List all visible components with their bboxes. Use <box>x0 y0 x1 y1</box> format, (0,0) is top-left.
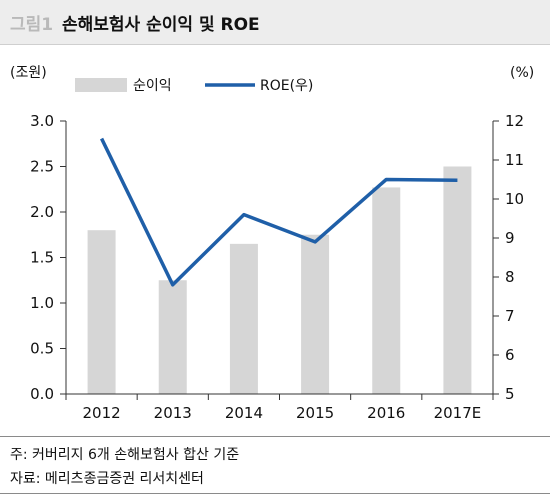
bar-2014 <box>229 243 258 394</box>
right-tick-label: 8 <box>505 268 515 286</box>
right-axis-ticks: 5 6 7 8 9 10 11 12 <box>493 112 524 403</box>
left-tick-label: 1.0 <box>30 294 54 312</box>
combo-chart: (조원) (%) 순이익 ROE(우) 0.0 0.5 1.0 1.5 2.0 2.5 3.… <box>10 65 534 422</box>
right-tick-label: 9 <box>505 229 515 247</box>
left-axis-unit: (조원) <box>10 65 47 81</box>
figure-title: 손해보험사 순이익 및 ROE <box>62 15 260 35</box>
x-axis-ticks: 2012 2013 2014 2015 2016 2017E <box>65 394 494 422</box>
bar-2012 <box>87 230 116 394</box>
left-tick-label: 0.0 <box>30 385 54 403</box>
left-tick-label: 1.5 <box>30 249 54 267</box>
left-tick-label: 2.5 <box>30 158 54 176</box>
bar-2017E <box>443 166 472 394</box>
legend: 순이익 ROE(우) <box>75 78 313 94</box>
right-tick-label: 5 <box>505 385 515 403</box>
right-tick-label: 7 <box>505 307 515 325</box>
bar-2016 <box>372 187 401 394</box>
x-tick-label: 2016 <box>367 404 405 422</box>
left-tick-label: 0.5 <box>30 340 54 358</box>
roe-line-series <box>100 137 458 287</box>
legend-roe: ROE(우) <box>260 78 313 94</box>
divider-top <box>0 436 550 437</box>
legend-bar-swatch <box>75 78 127 92</box>
x-tick-label: 2014 <box>225 404 263 422</box>
footnote: 주: 커버리지 6개 손해보험사 합산 기준 <box>10 447 240 463</box>
figure-number: 그림1 <box>10 15 54 35</box>
x-tick-label: 2017E <box>434 404 482 422</box>
right-tick-label: 10 <box>505 190 524 208</box>
x-tick-label: 2015 <box>296 404 334 422</box>
figure-header: 그림1 손해보험사 순이익 및 ROE <box>0 0 550 45</box>
bar-2013 <box>158 280 187 394</box>
left-tick-label: 2.0 <box>30 203 54 221</box>
right-axis-unit: (%) <box>510 65 534 81</box>
right-tick-label: 12 <box>505 112 524 130</box>
bar-series <box>87 166 472 394</box>
roe-line <box>100 137 458 287</box>
x-tick-label: 2013 <box>154 404 192 422</box>
right-tick-label: 11 <box>505 151 524 169</box>
legend-net-income: 순이익 <box>133 78 172 94</box>
left-axis-ticks: 0.0 0.5 1.0 1.5 2.0 2.5 3.0 <box>30 112 66 403</box>
bar-2015 <box>301 234 330 394</box>
x-tick-label: 2012 <box>82 404 120 422</box>
left-tick-label: 3.0 <box>30 112 54 130</box>
right-tick-label: 6 <box>505 346 515 364</box>
source-note: 자료: 메리츠종금증권 리서치센터 <box>10 471 204 487</box>
